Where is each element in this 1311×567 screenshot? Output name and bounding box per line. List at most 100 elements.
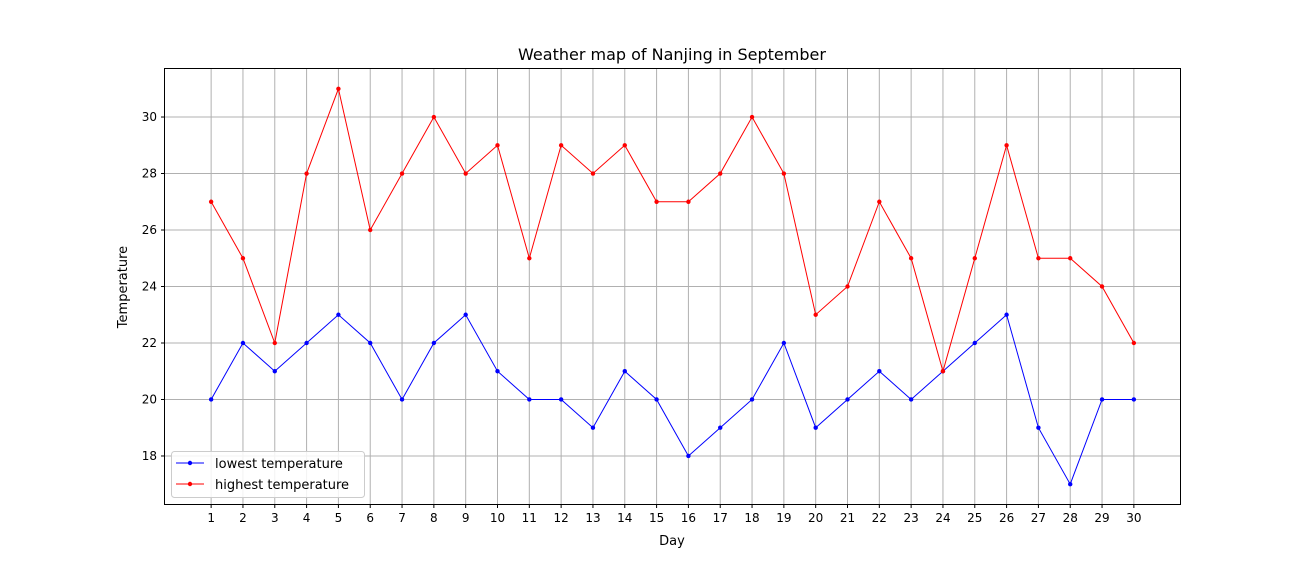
data-point	[845, 284, 850, 289]
data-point	[495, 369, 500, 374]
data-point	[1131, 397, 1137, 402]
series-line-lowest	[210, 313, 1134, 486]
y-axis-ticks: 18 20 22 24 26 28 30	[142, 110, 165, 463]
data-point	[336, 86, 341, 91]
x-tick-label: 14	[617, 511, 632, 525]
data-point	[1004, 143, 1009, 148]
x-tick-label: 23	[903, 511, 918, 525]
x-axis-label: Day	[659, 534, 685, 549]
data-point	[558, 143, 564, 148]
data-point	[431, 114, 437, 120]
x-tick-label: 20	[808, 511, 823, 525]
x-tick-label: 18	[744, 511, 759, 525]
x-tick-label: 30	[1126, 511, 1141, 525]
data-point	[463, 171, 468, 176]
y-tick-label: 20	[142, 392, 157, 406]
data-point	[208, 199, 214, 204]
y-axis-label: Temperature	[116, 246, 131, 329]
data-point	[336, 312, 341, 317]
data-point	[718, 171, 723, 176]
x-tick-label: 9	[462, 511, 470, 525]
x-tick-label: 1	[207, 511, 215, 525]
data-point	[813, 425, 818, 430]
data-point	[208, 397, 214, 402]
x-tick-label: 5	[335, 511, 343, 525]
legend-marker-lowest	[187, 460, 193, 466]
data-point	[749, 397, 755, 402]
data-point	[558, 397, 564, 402]
x-tick-label: 24	[935, 511, 950, 525]
data-point	[1004, 312, 1009, 317]
data-point	[272, 340, 277, 346]
legend-box	[171, 451, 365, 498]
data-point	[272, 369, 277, 374]
data-point	[1068, 256, 1073, 261]
data-point	[399, 171, 405, 176]
data-point	[399, 397, 405, 402]
x-tick-label: 22	[872, 511, 887, 525]
data-point	[368, 227, 373, 233]
y-tick-label: 22	[142, 336, 157, 350]
data-point	[527, 397, 532, 402]
legend-label-lowest: lowest temperature	[215, 457, 343, 472]
data-point	[590, 425, 596, 430]
data-point	[781, 340, 787, 346]
data-point	[654, 199, 659, 204]
data-point	[304, 171, 309, 176]
grid-lines	[165, 69, 1180, 504]
data-point	[1099, 284, 1105, 289]
data-point	[431, 340, 437, 346]
series-line-highest	[210, 87, 1135, 374]
x-tick-label: 16	[681, 511, 696, 525]
x-tick-label: 26	[999, 511, 1014, 525]
data-point	[463, 312, 468, 317]
data-point	[749, 114, 755, 120]
y-tick-label: 24	[142, 280, 157, 294]
x-tick-label: 15	[649, 511, 664, 525]
data-point	[622, 369, 627, 374]
chart-title: Weather map of Nanjing in September	[518, 45, 826, 64]
data-point	[1036, 256, 1041, 261]
x-tick-label: 12	[553, 511, 568, 525]
series-lines	[208, 86, 1137, 487]
x-tick-label: 7	[398, 511, 406, 525]
x-tick-label: 29	[1094, 511, 1109, 525]
y-tick-label: 26	[142, 223, 157, 237]
data-point	[654, 397, 659, 402]
legend: lowest temperature highest temperature	[171, 451, 365, 498]
x-tick-label: 17	[713, 511, 728, 525]
data-point	[877, 369, 882, 374]
y-tick-label: 28	[142, 167, 157, 181]
data-point	[972, 256, 977, 261]
x-tick-label: 2	[239, 511, 247, 525]
y-tick-label: 18	[142, 449, 157, 463]
data-point	[304, 340, 309, 346]
data-point	[368, 340, 373, 346]
legend-marker-highest	[187, 481, 193, 487]
data-point	[972, 340, 977, 346]
data-point	[718, 425, 723, 430]
data-point	[781, 171, 787, 176]
data-point	[686, 199, 691, 204]
data-point	[908, 397, 914, 402]
data-point	[877, 199, 882, 204]
data-point	[1131, 340, 1137, 346]
data-point	[495, 143, 500, 148]
x-tick-label: 13	[585, 511, 600, 525]
data-point	[813, 312, 818, 317]
data-point	[240, 340, 246, 346]
data-point	[622, 143, 627, 148]
x-tick-label: 27	[1031, 511, 1046, 525]
data-point	[240, 256, 246, 261]
data-point	[940, 369, 946, 374]
data-point	[686, 453, 691, 459]
legend-label-highest: highest temperature	[215, 478, 349, 493]
x-tick-label: 10	[490, 511, 505, 525]
x-tick-label: 3	[271, 511, 279, 525]
data-point	[908, 256, 914, 261]
y-tick-label: 30	[142, 110, 157, 124]
data-point	[527, 256, 532, 261]
x-tick-label: 28	[1063, 511, 1078, 525]
data-point	[1036, 425, 1041, 430]
